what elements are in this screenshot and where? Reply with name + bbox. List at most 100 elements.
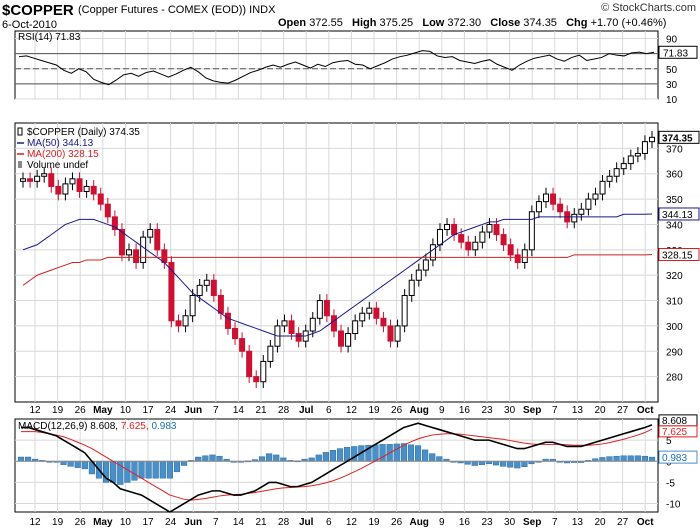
candle-body [175, 320, 182, 327]
ma50-last-value: 344.13 [662, 210, 693, 221]
macd-histogram-bar [110, 461, 117, 483]
low-label: Low [422, 17, 445, 29]
ma50-last-value-box [658, 207, 700, 221]
candle-body [429, 244, 436, 261]
candle-body [479, 231, 486, 243]
x-tick-label: 20 [594, 517, 606, 528]
macd-histogram-bar [60, 461, 67, 465]
x-tick-label: 13 [572, 405, 584, 416]
x-tick-label: 14 [233, 517, 245, 528]
x-tick-label: 9 [439, 405, 445, 416]
candle-body [62, 183, 69, 195]
macd-histogram-bar [641, 455, 648, 462]
macd-histogram-bar [131, 461, 138, 481]
macd-histogram-bar [202, 455, 209, 462]
ma200-line [22, 254, 653, 286]
x-tick-label: 19 [52, 405, 64, 416]
x-tick-label: May [93, 517, 113, 528]
macd-histogram-bar [166, 461, 173, 479]
macd-histogram-bar [173, 461, 181, 473]
macd-histogram-bar [124, 461, 131, 483]
x-tick-label: 26 [75, 517, 87, 528]
macd-histogram-bar [372, 444, 379, 462]
x-tick-label: 6 [326, 517, 332, 528]
macd-histogram-bar [67, 461, 74, 467]
macd-histogram-bar [81, 461, 88, 470]
candle-body [472, 241, 479, 251]
macd-histogram-bar [627, 455, 634, 462]
macd-legend-label: MACD(12,26,9) [18, 421, 90, 432]
signal-legend-value: 7.625, [121, 421, 152, 432]
x-tick-label: 10 [120, 405, 132, 416]
y-tick-label: 320 [666, 271, 683, 282]
x-tick-label: 17 [142, 405, 154, 416]
candle-body [345, 333, 352, 347]
rsi-panel-frame [14, 30, 659, 100]
macd-histogram-bar [180, 461, 188, 466]
candle-body [210, 279, 217, 296]
macd-histogram-bar [258, 456, 266, 462]
candle-body [126, 249, 133, 256]
candle-body [634, 152, 641, 157]
candle-body [253, 376, 260, 383]
y-tick-label: 5 [666, 436, 672, 447]
candle-body [613, 168, 620, 177]
candle-body [458, 234, 465, 243]
macd-histogram-bar [315, 454, 322, 462]
macd-histogram-bar [308, 457, 315, 462]
candle-body [514, 254, 521, 264]
candle-body [224, 312, 231, 329]
x-tick-label: 12 [29, 405, 41, 416]
macd-histogram-bar [138, 461, 145, 479]
candle-body [451, 223, 458, 236]
x-tick-label: 24 [165, 405, 177, 416]
candle-body [55, 185, 62, 195]
candle-body [182, 315, 189, 327]
candle-body [246, 350, 253, 378]
x-tick-label: 23 [481, 405, 493, 416]
close-value: 374.35 [523, 17, 557, 29]
y-tick-label: 360 [666, 170, 683, 181]
macd-histogram-bar [329, 450, 337, 462]
x-tick-label: 28 [278, 405, 290, 416]
x-tick-label: 14 [233, 405, 245, 416]
y-tick-label: 350 [666, 195, 683, 206]
macd-histogram-bar [280, 457, 287, 462]
candle-body [97, 193, 104, 205]
candle-body [27, 178, 34, 182]
candle-body [90, 185, 97, 195]
candle-body [48, 173, 55, 187]
x-tick-label: 26 [75, 405, 87, 416]
x-tick-label: 7 [552, 517, 558, 528]
macd-histogram-bar [514, 461, 521, 469]
macd-histogram-bar [379, 444, 386, 462]
price-legend-item: MA(200) 328.15 [27, 149, 99, 160]
candle-body [140, 236, 147, 264]
low-value: 372.30 [447, 17, 482, 29]
x-tick-label: Sep [523, 405, 541, 416]
chg-label: Chg [566, 17, 588, 29]
macd-histogram-bar [507, 461, 514, 468]
x-tick-label: 12 [29, 517, 41, 528]
candle-body [373, 307, 380, 319]
chart-date: 6-Oct-2010 [2, 19, 58, 31]
x-tick-label: Aug [409, 517, 428, 528]
macd-histogram-bar [500, 461, 507, 467]
macd-histogram-bar [195, 456, 202, 462]
legend-volume-swatch [18, 161, 22, 168]
close-last-value-box [658, 130, 700, 144]
x-tick-label: 23 [481, 517, 493, 528]
macd-histogram-bar [613, 455, 620, 462]
x-tick-label: 6 [326, 405, 332, 416]
candle-body [599, 180, 606, 195]
macd-histogram-bar [273, 454, 280, 462]
macd-histogram-bar [599, 457, 606, 462]
y-tick-label: 300 [666, 322, 683, 333]
macd-histogram-bar [336, 448, 344, 462]
candle-body [359, 312, 366, 322]
macd-histogram-bar [606, 456, 613, 462]
candle-body [380, 317, 387, 327]
macd-histogram-bar [209, 454, 216, 462]
candle-body [83, 185, 90, 192]
candle-body [111, 216, 118, 231]
